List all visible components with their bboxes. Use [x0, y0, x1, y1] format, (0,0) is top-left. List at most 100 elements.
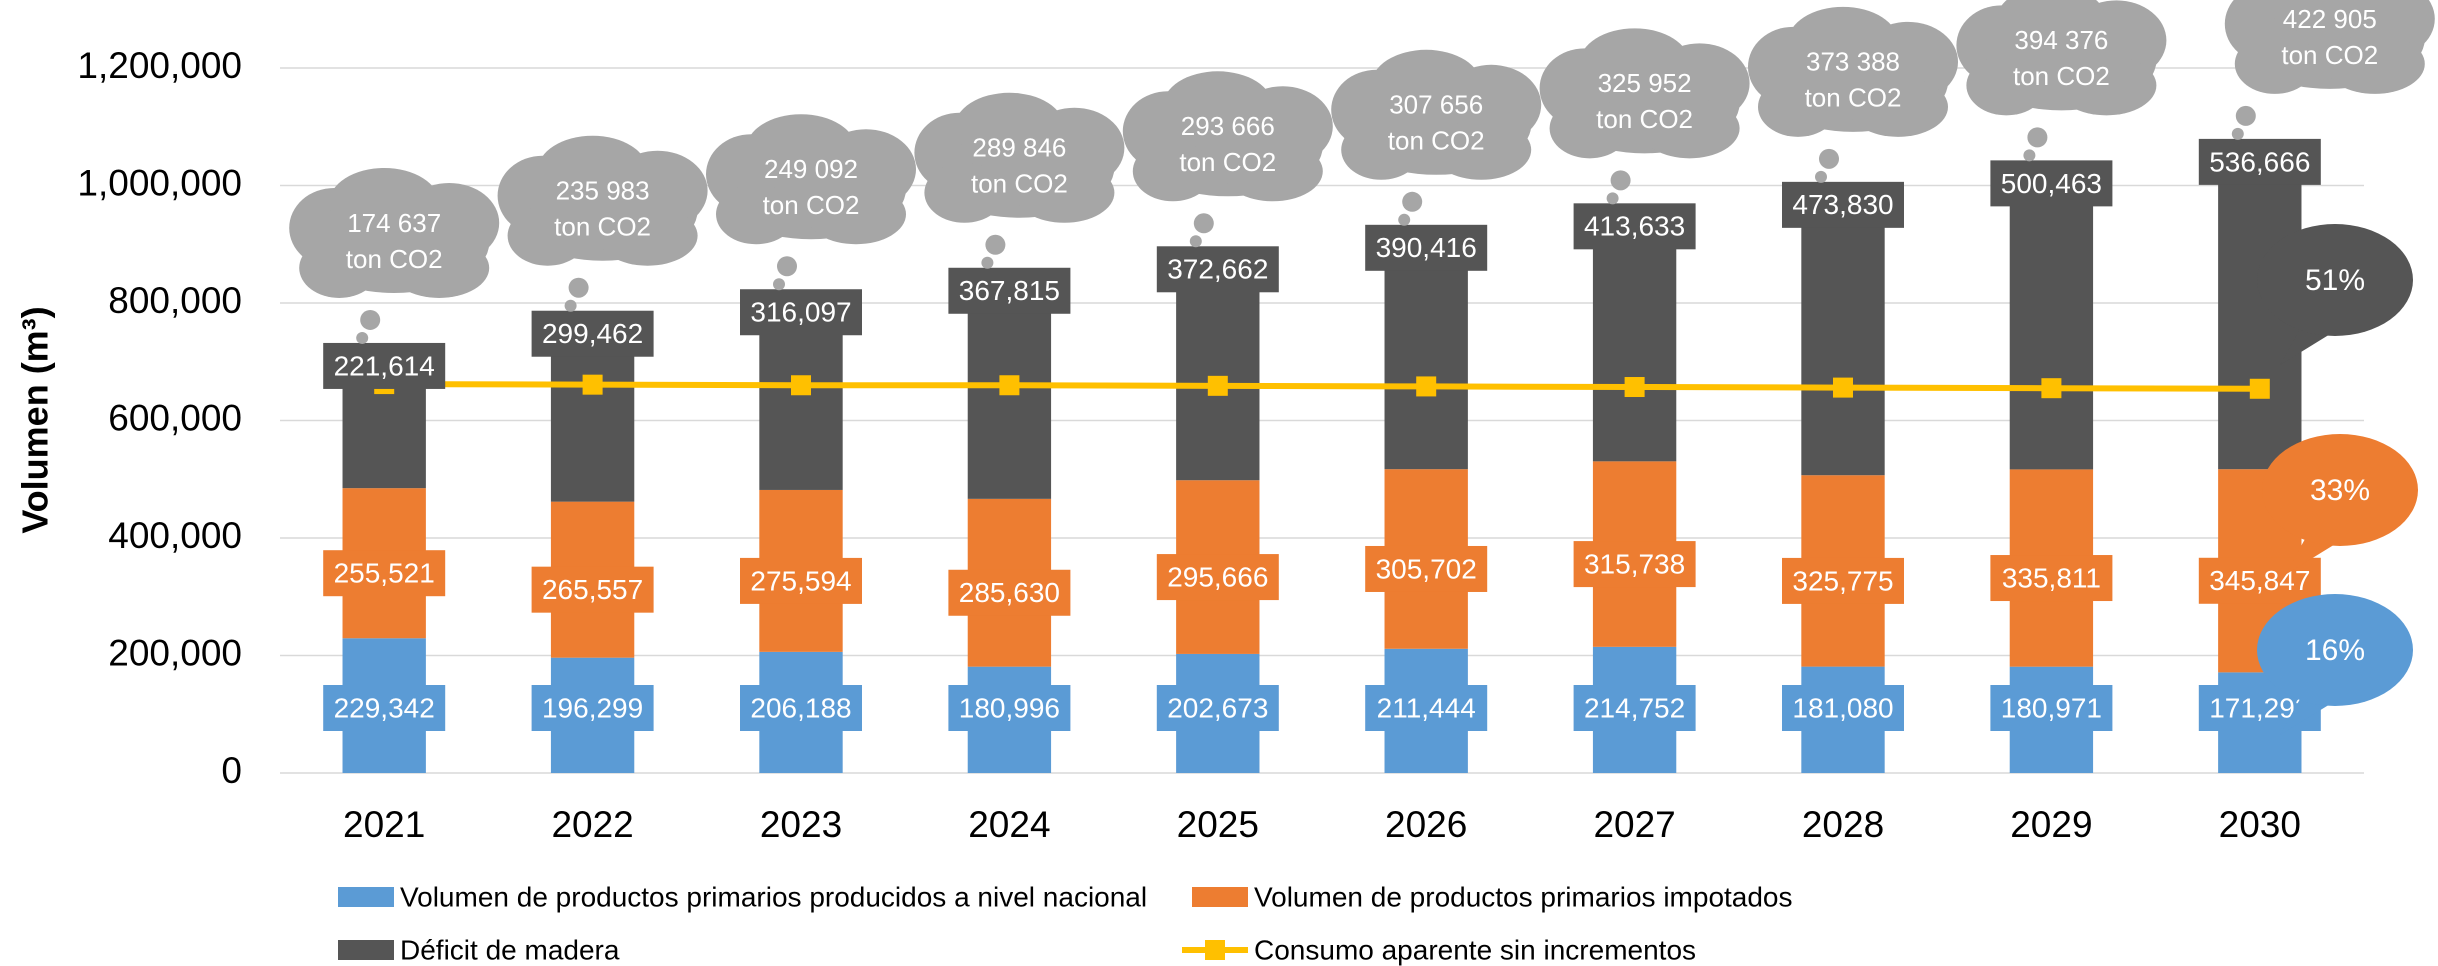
- co2-cloud: [1956, 0, 2167, 162]
- co2-cloud: [1539, 28, 1750, 205]
- x-tick-label: 2024: [968, 804, 1050, 845]
- cloud-puff: [1549, 98, 1630, 159]
- value-label: 372,662: [1167, 254, 1268, 285]
- cloud-puff: [1848, 76, 1948, 137]
- cloud-puff: [1579, 28, 1690, 99]
- co2-value: 249 092: [764, 154, 858, 184]
- cloud-puff: [2234, 33, 2315, 94]
- value-label: 181,080: [1792, 692, 1893, 723]
- cloud-puff: [806, 184, 906, 245]
- value-label: 180,996: [959, 692, 1060, 723]
- legend-label: Déficit de madera: [400, 934, 620, 965]
- y-tick-label: 0: [221, 750, 242, 791]
- value-label-box: [531, 310, 654, 357]
- value-label: 196,299: [542, 692, 643, 723]
- cloud-dot: [777, 256, 797, 277]
- co2-cloud: [1748, 6, 1958, 183]
- co2-cloud: [2224, 0, 2435, 140]
- value-label: 299,462: [542, 318, 643, 349]
- x-tick-label: 2028: [1802, 804, 1884, 845]
- bar-segment: [1801, 196, 1885, 476]
- value-label-box: [948, 685, 1071, 731]
- co2-cloud: [289, 167, 500, 344]
- value-label-box: [1365, 545, 1488, 592]
- value-label: 367,815: [959, 275, 1060, 306]
- value-label-box: [323, 685, 446, 731]
- co2-value: 325 952: [1598, 68, 1692, 98]
- cloud-dot: [1815, 170, 1827, 183]
- cloud-puff: [1162, 71, 1273, 142]
- value-label-box: [1573, 203, 1696, 250]
- cloud-dot: [1189, 235, 1202, 248]
- cloud-puff: [389, 237, 490, 298]
- value-label: 413,633: [1584, 211, 1685, 242]
- line-marker: [999, 375, 1020, 396]
- value-label-box: [1365, 224, 1488, 271]
- value-label-box: [1573, 541, 1696, 588]
- co2-value: 394 376: [2014, 25, 2108, 55]
- co2-value: 174 637: [347, 208, 441, 238]
- bar-segment: [1384, 239, 1468, 470]
- y-tick-label: 1,000,000: [77, 162, 242, 203]
- cloud-puff: [507, 205, 588, 266]
- x-tick-label: 2022: [551, 804, 633, 845]
- value-label: 345,847: [2209, 565, 2310, 596]
- value-label: 229,342: [334, 692, 435, 723]
- callout: [2257, 594, 2413, 706]
- value-label-box: [948, 267, 1071, 314]
- line-marker: [582, 374, 603, 395]
- line: [384, 381, 2260, 392]
- value-label: 315,738: [1584, 548, 1685, 579]
- value-label: 255,521: [334, 558, 435, 589]
- co2-unit: ton CO2: [763, 190, 860, 220]
- co2-cloud: [497, 135, 708, 312]
- value-label-box: [1156, 246, 1279, 293]
- cloud-puff: [924, 162, 1005, 223]
- cloud-puff: [1996, 0, 2107, 56]
- x-tick-label: 2026: [1385, 804, 1467, 845]
- value-label-box: [740, 557, 862, 604]
- value-label-box: [740, 289, 862, 336]
- co2-unit: ton CO2: [346, 244, 443, 274]
- cloud-puff: [1014, 162, 1115, 223]
- cloud-puff: [954, 92, 1065, 163]
- legend-label: Consumo aparente sin incrementos: [1254, 934, 1696, 965]
- cloud-puff: [329, 167, 440, 238]
- cloud-dot: [2231, 127, 2244, 140]
- cloud-dot: [564, 299, 577, 312]
- x-tick-label: 2027: [1593, 804, 1675, 845]
- line-marker: [791, 375, 811, 396]
- value-label: 305,702: [1376, 553, 1477, 584]
- value-label-box: [1782, 685, 1904, 731]
- cloud-dot: [1610, 170, 1631, 191]
- x-tick-label: 2030: [2219, 804, 2301, 845]
- y-axis-title: Volumen (m³): [15, 306, 56, 533]
- cloud-puff: [1966, 55, 2047, 116]
- value-label-box: [1782, 557, 1904, 604]
- callout-label: 16%: [2305, 634, 2365, 667]
- callout: [2262, 434, 2418, 546]
- cloud-puff: [537, 135, 648, 206]
- value-label: 473,830: [1792, 189, 1893, 220]
- co2-unit: ton CO2: [1179, 147, 1276, 177]
- cloud-puff: [2264, 0, 2375, 34]
- value-label-box: [1573, 685, 1696, 731]
- cloud-dot: [356, 331, 369, 344]
- value-label: 536,666: [2209, 146, 2310, 177]
- x-tick-label: 2029: [2010, 804, 2092, 845]
- value-label-box: [323, 342, 446, 389]
- y-tick-label: 200,000: [108, 632, 242, 673]
- value-label: 211,444: [1377, 692, 1476, 723]
- value-label-box: [2198, 138, 2321, 185]
- value-label-box: [948, 569, 1071, 616]
- co2-value: 235 983: [556, 176, 650, 206]
- bar-segment: [1176, 261, 1260, 481]
- value-label: 316,097: [750, 297, 851, 328]
- cloud-puff: [1639, 98, 1740, 159]
- value-label: 335,811: [2002, 562, 2101, 593]
- x-tick-label: 2025: [1177, 804, 1259, 845]
- cloud-puff: [1341, 119, 1422, 180]
- co2-value: 293 666: [1181, 111, 1275, 141]
- co2-cloud: [1331, 49, 1542, 226]
